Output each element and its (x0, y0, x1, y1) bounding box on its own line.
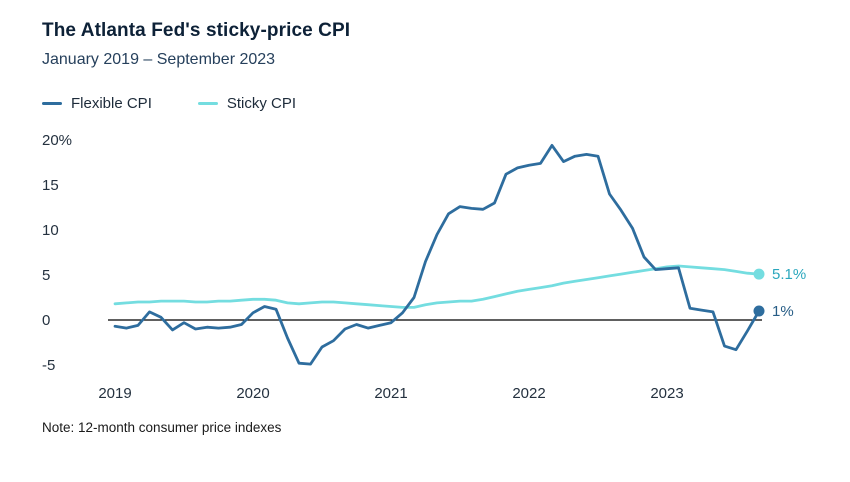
series-end-dot (753, 305, 765, 317)
chart-card: The Atlanta Fed's sticky-price CPI Janua… (0, 20, 850, 435)
y-axis-tick-label: 5 (42, 267, 50, 284)
legend-label-flexible-cpi: Flexible CPI (71, 95, 152, 112)
x-axis-tick-label: 2023 (650, 385, 683, 402)
y-axis-tick-label: 20% (42, 132, 72, 149)
y-axis-tick-label: 0 (42, 312, 50, 329)
legend-item-flexible-cpi: Flexible CPI (42, 95, 152, 112)
line-chart: 20% 15 10 5 0 -5 2019 2020 2021 2022 2023 1% 5.1% (42, 132, 806, 402)
series-line-flexible-cpi (113, 143, 761, 366)
x-axis-tick-label: 2019 (98, 385, 131, 402)
x-axis-tick-label: 2022 (512, 385, 545, 402)
series-end-label: 5.1% (772, 266, 806, 283)
series-line-sticky-cpi (113, 264, 761, 309)
chart-title: The Atlanta Fed's sticky-price CPI (42, 20, 351, 41)
sticky-cpi-line-swatch-icon (197, 102, 218, 105)
x-axis-tick-label: 2020 (236, 385, 269, 402)
x-axis-tick-label: 2021 (374, 385, 407, 402)
y-axis-tick-label: -5 (42, 357, 55, 374)
series-end-dot (753, 268, 765, 280)
legend-item-sticky-cpi: Sticky CPI (197, 95, 297, 112)
chart-footnote: Note: 12-month consumer price indexes (42, 420, 282, 435)
y-axis-tick-label: 15 (42, 177, 59, 194)
legend-label-sticky-cpi: Sticky CPI (226, 95, 297, 112)
legend: Flexible CPI Sticky CPI (42, 95, 850, 112)
chart-subtitle: January 2019 – September 2023 (42, 51, 276, 68)
flexible-cpi-line-swatch-icon (42, 102, 62, 105)
series-end-label: 1% (772, 303, 794, 320)
y-axis-tick-label: 10 (42, 222, 59, 239)
